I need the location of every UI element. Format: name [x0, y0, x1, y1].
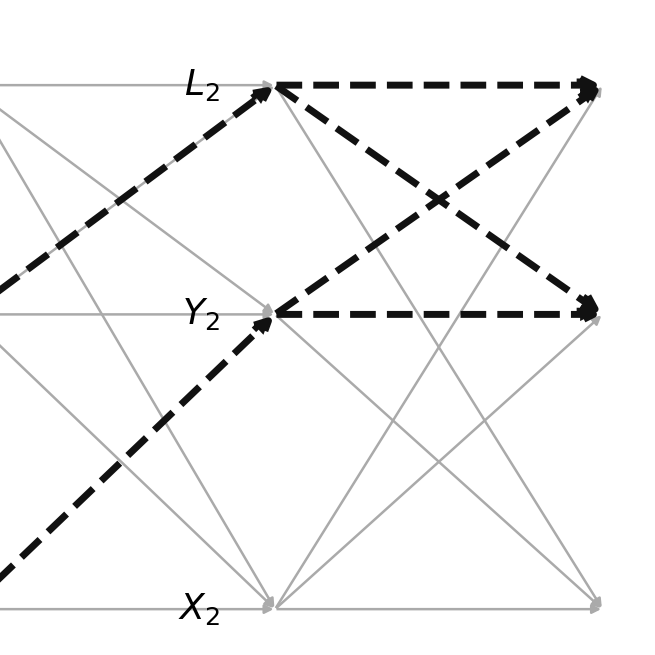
- Text: $L_2$: $L_2$: [183, 67, 219, 103]
- Text: $Y_2$: $Y_2$: [181, 297, 219, 332]
- Text: $X_2$: $X_2$: [178, 591, 219, 627]
